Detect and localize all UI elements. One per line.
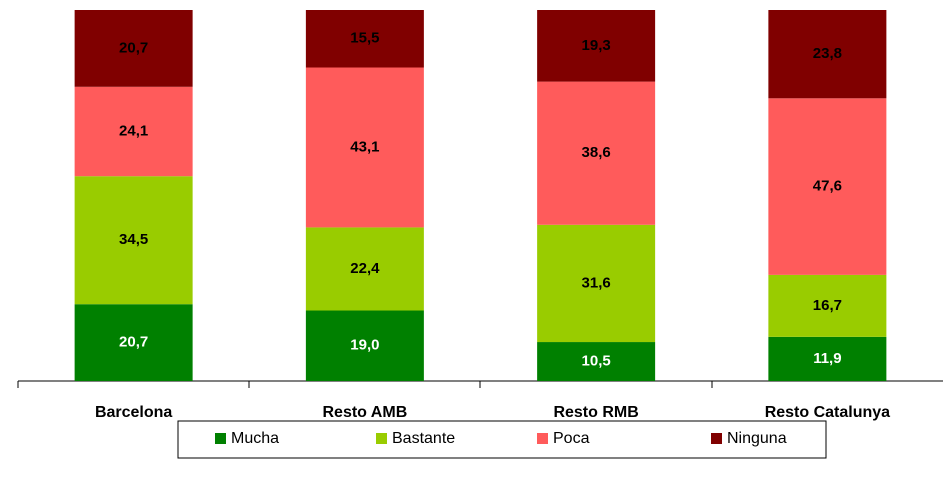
bar-segment — [74, 10, 193, 87]
bar-segment — [74, 176, 193, 305]
bar-segment — [768, 274, 887, 337]
legend-swatch — [376, 433, 387, 444]
x-tick-label: Resto RMB — [553, 404, 638, 421]
x-tick-label: Resto AMB — [323, 404, 408, 421]
legend-label: Mucha — [231, 430, 279, 447]
data-label: 23,8 — [813, 45, 842, 62]
data-label: 15,5 — [350, 30, 379, 47]
bar-segment — [537, 224, 656, 343]
data-label: 43,1 — [350, 138, 379, 155]
legend-swatch — [711, 433, 722, 444]
bar-segment — [305, 67, 424, 228]
legend-swatch — [215, 433, 226, 444]
x-tick-label: Resto Catalunya — [765, 404, 890, 421]
data-label: 19,0 — [350, 337, 379, 354]
bar-segment — [768, 336, 887, 381]
data-label: 20,7 — [119, 334, 148, 351]
data-label: 24,1 — [119, 122, 148, 139]
bar-segment — [768, 98, 887, 275]
bar-segment — [305, 310, 424, 381]
data-label: 11,9 — [813, 350, 841, 367]
bar-segment — [537, 342, 656, 381]
bar-segment — [74, 86, 193, 177]
data-label: 19,3 — [582, 37, 611, 54]
data-label: 22,4 — [350, 260, 380, 277]
data-label: 10,5 — [582, 352, 611, 369]
legend-swatch — [537, 433, 548, 444]
legend-label: Poca — [553, 430, 590, 447]
legend-label: Bastante — [392, 430, 455, 447]
bar-segment — [537, 10, 656, 82]
data-label: 20,7 — [119, 39, 148, 56]
data-label: 38,6 — [582, 144, 611, 161]
legend-label: Ninguna — [727, 430, 787, 447]
bar-segment — [768, 10, 887, 99]
bar-segment — [305, 10, 424, 68]
data-label: 16,7 — [813, 297, 842, 314]
bar-segment — [74, 304, 193, 381]
data-label: 34,5 — [119, 231, 148, 248]
data-label: 47,6 — [813, 178, 842, 195]
x-tick-label: Barcelona — [95, 404, 172, 421]
data-label: 31,6 — [582, 274, 611, 291]
bar-segment — [537, 81, 656, 225]
bar-segment — [305, 227, 424, 311]
